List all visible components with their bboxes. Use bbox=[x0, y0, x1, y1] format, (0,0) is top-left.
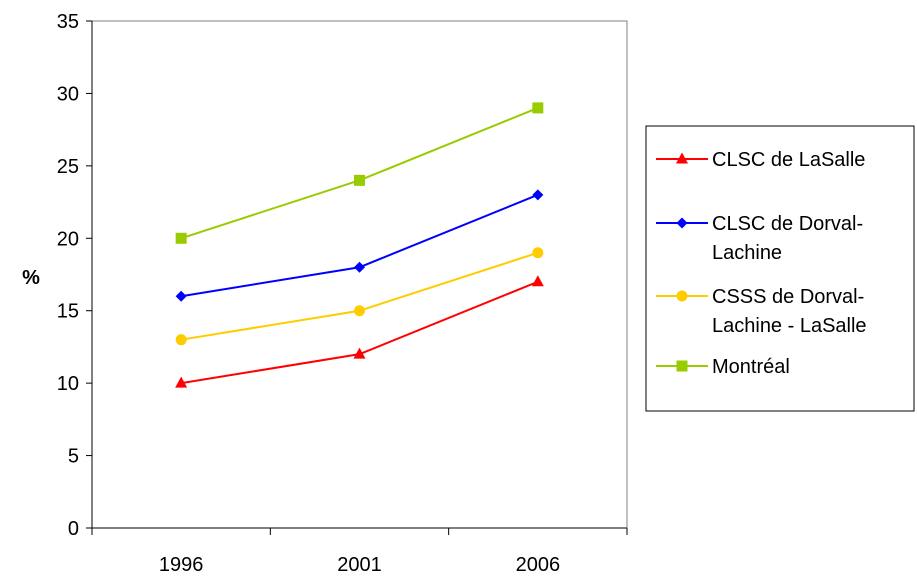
y-tick-label: 5 bbox=[68, 446, 79, 468]
data-point bbox=[175, 376, 188, 388]
y-tick-label: 0 bbox=[68, 518, 79, 540]
y-tick-label: 30 bbox=[57, 83, 79, 105]
data-point bbox=[175, 232, 187, 244]
legend-label: CSSS de Dorval- bbox=[712, 286, 864, 308]
series-4 bbox=[175, 102, 544, 244]
x-tick-label: 1996 bbox=[159, 554, 204, 576]
series-line bbox=[181, 193, 539, 298]
data-point bbox=[175, 290, 187, 302]
data-point bbox=[353, 347, 366, 359]
x-tick-label: 2006 bbox=[516, 554, 561, 576]
x-axis: 1996 2001 2006 bbox=[91, 527, 628, 576]
data-point bbox=[175, 334, 187, 346]
data-point bbox=[532, 189, 544, 201]
legend-label: Montréal bbox=[712, 356, 790, 378]
legend-label: CLSC de Dorval- bbox=[712, 213, 863, 235]
series-2 bbox=[175, 189, 544, 302]
series-3 bbox=[175, 247, 544, 346]
data-point bbox=[354, 174, 365, 186]
y-tick-label: 25 bbox=[57, 156, 79, 178]
y-tick-label: 15 bbox=[57, 301, 79, 323]
data-point bbox=[532, 247, 544, 259]
legend-marker bbox=[676, 360, 688, 372]
data-point bbox=[354, 305, 365, 317]
series-1 bbox=[175, 275, 544, 388]
legend-box bbox=[645, 125, 915, 412]
legend-marker bbox=[676, 217, 688, 229]
legend-marker bbox=[676, 152, 688, 164]
legend-entry: CSSS de Dorval- Lachine - LaSalle bbox=[656, 286, 867, 337]
series-layer bbox=[175, 102, 544, 388]
y-axis-title: % bbox=[22, 267, 40, 289]
data-point bbox=[531, 275, 544, 287]
series-line bbox=[180, 106, 539, 240]
data-point bbox=[354, 261, 365, 273]
legend-label: Lachine - LaSalle bbox=[712, 315, 867, 337]
y-tick-label: 35 bbox=[57, 11, 79, 33]
series-line bbox=[181, 280, 539, 385]
data-point bbox=[532, 102, 544, 114]
legend-entry: CLSC de LaSalle bbox=[656, 149, 865, 171]
legend-marker bbox=[676, 290, 688, 302]
legend-label: Lachine bbox=[712, 242, 782, 264]
plot-area-frame bbox=[91, 20, 628, 529]
x-tick-label: 2001 bbox=[337, 554, 382, 576]
legend-entry: Montréal bbox=[656, 356, 790, 378]
legend-label: CLSC de LaSalle bbox=[712, 149, 865, 171]
legend: CLSC de LaSalle CLSC de Dorval- Lachine CSS… bbox=[645, 125, 915, 412]
y-tick-label: 10 bbox=[57, 373, 79, 395]
y-axis: 0 5 10 15 20 25 30 35 bbox=[57, 11, 93, 540]
y-tick-label: 20 bbox=[57, 228, 79, 250]
legend-entry: CLSC de Dorval- Lachine bbox=[656, 213, 863, 264]
